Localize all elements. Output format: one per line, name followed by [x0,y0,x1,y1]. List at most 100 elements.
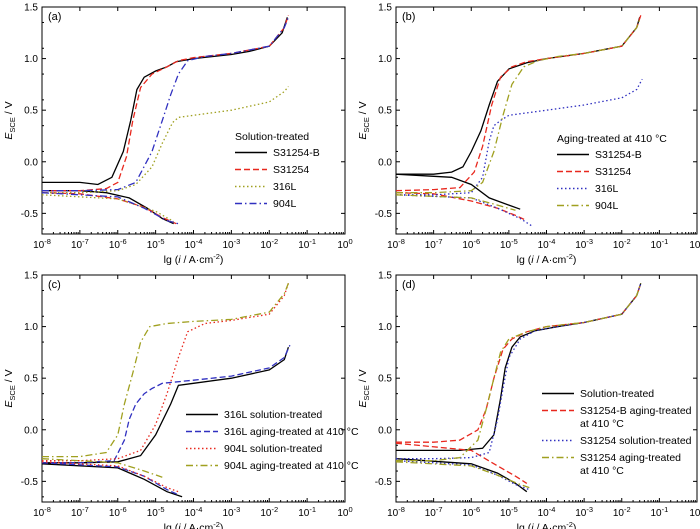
y-axis-title: ESCE / V [3,101,17,139]
legend-entry: S31254-B [595,149,642,161]
series-line-s31254-solution-treated [396,460,530,491]
y-tick-label: 1.5 [378,271,392,282]
y-tick-label: -0.5 [375,209,393,220]
plot-frame [41,6,346,235]
x-axis-title: lg (i / A·cm-2) [164,520,224,529]
panel-3: 10-8 10-7 10-6 10-5 10-4 10-3 10-2 10-1 100 -0.5 0… [357,271,700,529]
legend-entry: S31254-B aging-treated at 410 °C [580,405,692,430]
x-axis-title: lg (i / A·cm-2) [164,252,224,266]
legend-entry: S31254 solution-treated [580,435,692,447]
panel-1: 10-8 10-7 10-6 10-5 10-4 10-3 10-2 10-1 100 -0.5 0… [357,3,700,267]
y-tick-label: 0.0 [378,425,392,436]
series-line-s31254 [396,192,528,222]
y-tick-label: 0.5 [378,374,392,385]
x-tick-label: 10-2 [613,505,631,519]
legend-entry: 316L [595,183,619,195]
y-tick-label: -0.5 [21,209,39,220]
series-line-316l-solution-treated [42,463,183,498]
series-line-s31254-b-aging-treated-at-410-c [396,442,528,484]
x-tick-label: 10-7 [71,505,89,519]
series-line-s31254 [396,15,642,192]
x-tick-label: 10-6 [462,505,480,519]
series-line-s31254-solution-treated [396,283,642,460]
x-tick-label: 10-5 [147,237,165,251]
y-tick-label: 0.5 [24,374,38,385]
y-tick-label: 1.0 [378,54,392,65]
series-line-904l-solution-treated [42,461,179,493]
panel-label: (c) [48,279,61,291]
x-tick-label: 10-4 [538,505,556,519]
x-tick-label: 10-2 [260,505,278,519]
x-tick-label: 10-2 [260,237,278,251]
y-tick-label: 1.5 [24,3,38,14]
x-tick-label: 10-8 [387,505,405,519]
series-line-904l [42,17,290,192]
x-tick-label: 100 [689,237,700,251]
y-tick-label: 0.5 [24,106,38,117]
legend-entry: 904L [595,200,619,212]
x-tick-label: 100 [337,505,352,519]
legend-entry: S31254 [595,166,631,178]
y-tick-label: 1.0 [24,322,38,333]
series-line-s31254-aging-treated-at-410-c [396,283,642,462]
y-axis-title: ESCE / V [3,369,17,407]
x-tick-label: 10-8 [387,237,405,251]
x-tick-label: 10-1 [298,237,316,251]
x-tick-label: 10-5 [500,237,518,251]
x-tick-label: 10-1 [650,505,668,519]
x-tick-label: 10-3 [575,237,593,251]
x-tick-label: 10-1 [298,505,316,519]
panel-0: 10-8 10-7 10-6 10-5 10-4 10-3 10-2 10-1 100 -0.5 0… [3,3,353,267]
legend-entry: 316L solution-treated [224,409,322,421]
panel-label: (a) [48,11,61,23]
legend-entry: S31254 aging-treated at 410 °C [580,452,681,477]
series-line-904l [42,192,179,225]
y-tick-label: 0.0 [24,157,38,168]
y-tick-label: 0.0 [378,157,392,168]
series-line-s31254 [42,15,290,192]
y-tick-label: 1.5 [378,3,392,14]
legend-entry: S31254-B [273,147,320,159]
y-tick-label: 1.0 [24,54,38,65]
panel-2: 10-8 10-7 10-6 10-5 10-4 10-3 10-2 10-1 100 -0.5 0… [3,271,359,529]
series-line-316l-solution-treated [42,346,290,464]
series-line-s31254-b [42,190,174,225]
y-tick-label: 1.0 [378,322,392,333]
series-line-904l [396,194,516,211]
y-axis-title: ESCE / V [357,369,371,407]
x-tick-label: 10-7 [425,505,443,519]
x-tick-label: 100 [337,237,352,251]
panel-label: (d) [402,279,415,291]
x-tick-label: 10-8 [33,237,51,251]
panel-label: (b) [402,11,415,23]
series-line-s31254-b [396,173,521,210]
series-line-904l-aging-treated-at-410-c [42,458,163,478]
series-line-904l-aging-treated-at-410-c [42,283,290,458]
x-tick-label: 10-7 [425,237,443,251]
y-tick-label: -0.5 [21,477,39,488]
series-line-316l [42,194,175,223]
legend-entry: 904L [273,198,297,210]
legend-entry: 904L solution-treated [224,443,322,455]
legend-entry: 904L aging-treated at 410 °C [224,460,359,472]
x-tick-label: 10-8 [33,505,51,519]
x-tick-label: 10-6 [109,505,127,519]
series-line-904l [396,19,641,194]
legend-title: Aging-treated at 410 °C [557,133,667,145]
legend-entry: 316L aging-treated at 410 °C [224,426,359,438]
series-line-316l [396,194,532,227]
x-tick-label: 10-4 [538,237,556,251]
x-tick-label: 10-6 [109,237,127,251]
x-tick-label: 10-1 [650,237,668,251]
series-line-s31254 [42,192,177,225]
y-axis-title: ESCE / V [357,101,371,139]
x-tick-label: 10-7 [71,237,89,251]
legend-title: Solution-treated [235,131,309,143]
x-tick-label: 10-3 [222,237,240,251]
y-tick-label: 0.5 [378,106,392,117]
series-line-s31254-b [42,17,288,186]
legend-entry: S31254 [273,164,309,176]
legend-entry: 316L [273,181,297,193]
x-tick-label: 10-5 [500,505,518,519]
